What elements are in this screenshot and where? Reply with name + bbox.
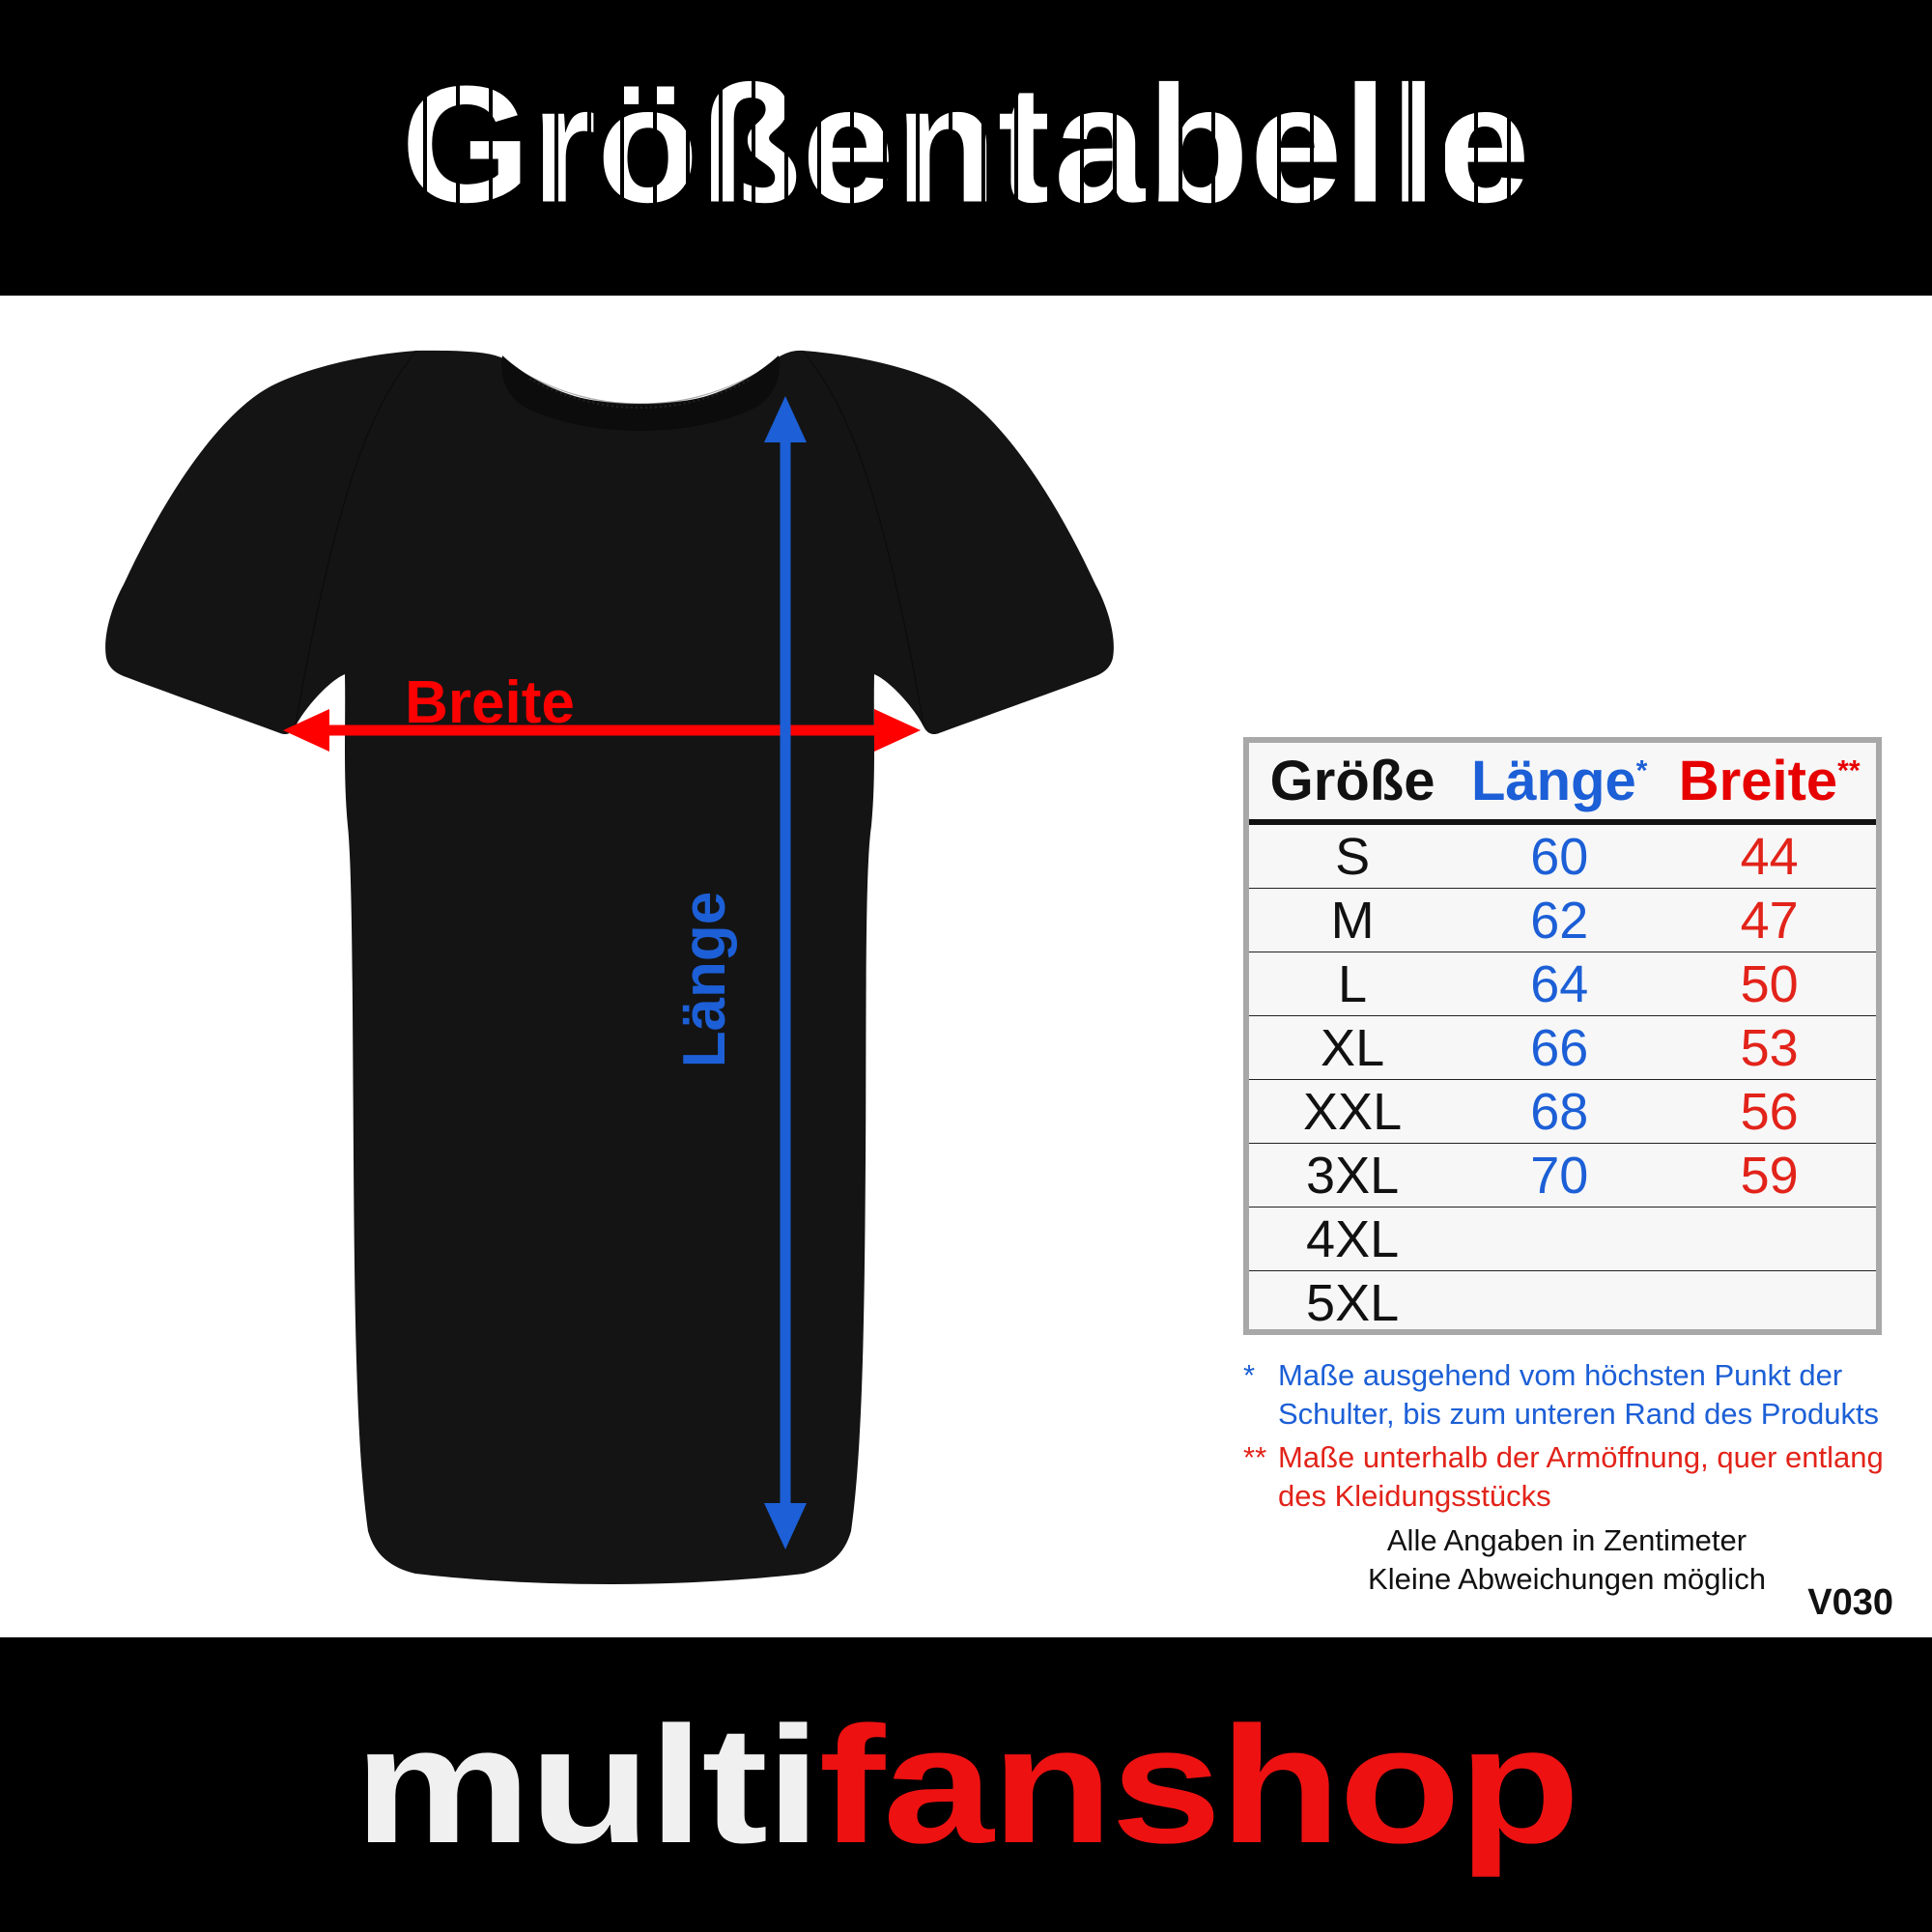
svg-text:Breite: Breite xyxy=(405,669,575,736)
svg-text:Länge: Länge xyxy=(671,892,738,1068)
